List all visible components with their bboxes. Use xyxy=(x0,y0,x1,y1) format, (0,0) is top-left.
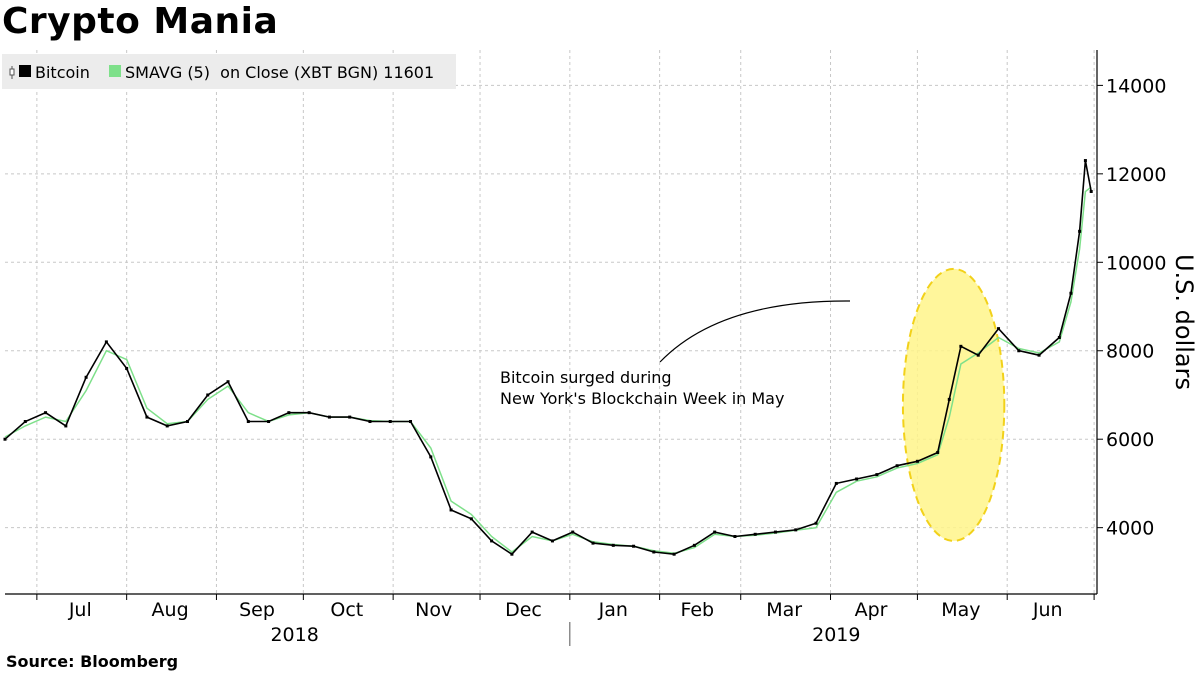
bitcoin-point xyxy=(104,340,108,344)
bitcoin-point xyxy=(287,411,291,415)
bitcoin-point xyxy=(632,544,636,548)
bitcoin-point xyxy=(794,528,798,532)
bitcoin-point xyxy=(591,541,595,545)
bitcoin-point xyxy=(267,420,271,424)
bitcoin-point xyxy=(429,455,433,459)
axes: 4000 6000 8000 10000 12000 14000 Jul Aug Sep Oct N… xyxy=(5,50,1166,646)
bitcoin-point xyxy=(915,459,919,463)
bitcoin-point xyxy=(733,535,737,539)
x-month-label: Mar xyxy=(766,599,802,621)
bitcoin-point xyxy=(449,508,453,512)
bitcoin-point xyxy=(834,481,838,485)
legend: Bitcoin SMAVG (5) on Close (XBT BGN) 116… xyxy=(2,54,456,89)
x-month-label: Feb xyxy=(680,599,714,621)
bitcoin-point xyxy=(855,477,859,481)
bitcoin-point xyxy=(1037,353,1041,357)
bitcoin-point xyxy=(388,420,392,424)
bitcoin-candle-icon xyxy=(9,66,15,79)
bitcoin-point xyxy=(1089,189,1093,193)
y-tick-label: 8000 xyxy=(1106,341,1154,363)
highlight-ellipse xyxy=(901,267,1006,542)
bitcoin-point xyxy=(165,424,169,428)
y-tick-label: 10000 xyxy=(1106,252,1166,274)
bitcoin-point xyxy=(530,530,534,534)
x-month-label: Jan xyxy=(598,599,628,621)
x-month-label: Jun xyxy=(1032,599,1063,621)
bitcoin-point xyxy=(44,411,48,415)
bitcoin-point xyxy=(1083,159,1087,163)
y-tick-label: 12000 xyxy=(1106,164,1166,186)
bitcoin-point xyxy=(692,543,696,547)
bitcoin-point xyxy=(246,420,250,424)
bitcoin-point xyxy=(550,539,554,543)
chart-title: Crypto Mania xyxy=(2,1,279,42)
bitcoin-point xyxy=(773,530,777,534)
bitcoin-point xyxy=(226,380,230,384)
legend-item-bitcoin: Bitcoin xyxy=(35,63,90,82)
bitcoin-point xyxy=(348,415,352,419)
y-tick-label: 14000 xyxy=(1106,75,1166,97)
bitcoin-point xyxy=(368,420,372,424)
bitcoin-price-line xyxy=(4,160,1092,556)
bitcoin-point xyxy=(469,517,473,521)
x-month-label: Nov xyxy=(415,599,452,621)
annotation-line-2: New York's Blockchain Week in May xyxy=(500,389,784,408)
bitcoin-point xyxy=(185,420,189,424)
bitcoin-point xyxy=(23,420,27,424)
bitcoin-point xyxy=(490,539,494,543)
bitcoin-point xyxy=(976,353,980,357)
bitcoin-point xyxy=(307,411,311,415)
bitcoin-point xyxy=(713,530,717,534)
bitcoin-point xyxy=(672,552,676,556)
bitcoin-point xyxy=(611,543,615,547)
bitcoin-point xyxy=(814,521,818,525)
sma-legend-swatch xyxy=(109,65,121,77)
annotation: Bitcoin surged during New York's Blockch… xyxy=(500,300,851,408)
grid-lines xyxy=(5,50,1097,594)
bitcoin-point xyxy=(1057,335,1061,339)
legend-item-sma: SMAVG (5) on Close (XBT BGN) 11601 xyxy=(125,63,434,82)
annotation-line-1: Bitcoin surged during xyxy=(500,368,672,387)
bitcoin-point xyxy=(409,420,413,424)
bitcoin-point xyxy=(64,424,68,428)
bitcoin-point xyxy=(936,450,940,454)
bitcoin-point xyxy=(1069,291,1073,295)
bitcoin-point xyxy=(753,532,757,536)
x-month-label: Oct xyxy=(330,599,363,621)
bitcoin-point xyxy=(571,530,575,534)
bitcoin-point xyxy=(3,437,7,441)
highlight-layer xyxy=(901,267,1006,542)
source-note: Source: Bloomberg xyxy=(6,652,179,671)
bitcoin-legend-swatch xyxy=(19,65,31,77)
bitcoin-point xyxy=(947,397,951,401)
y-tick-label: 4000 xyxy=(1106,518,1154,540)
bitcoin-point xyxy=(997,327,1001,331)
x-month-label: Apr xyxy=(855,599,888,621)
bitcoin-point xyxy=(895,464,899,468)
bitcoin-point xyxy=(84,375,88,379)
x-month-label: Sep xyxy=(239,599,275,621)
bitcoin-point xyxy=(1078,229,1082,233)
annotation-arrow xyxy=(659,300,851,363)
x-month-label: May xyxy=(941,599,980,621)
x-month-label: Jul xyxy=(68,599,92,621)
x-month-label: Aug xyxy=(152,599,189,621)
x-year-label: 2019 xyxy=(812,624,860,646)
bitcoin-point xyxy=(510,552,514,556)
bitcoin-point xyxy=(145,415,149,419)
y-axis-label: U.S. dollars xyxy=(1170,254,1198,390)
bitcoin-point xyxy=(959,344,963,348)
bitcoin-point xyxy=(327,415,331,419)
bitcoin-point xyxy=(652,550,656,554)
x-month-label: Dec xyxy=(505,599,542,621)
legend-background xyxy=(2,54,456,89)
series-layer xyxy=(3,159,1093,556)
bitcoin-point xyxy=(1017,349,1021,353)
y-tick-label: 6000 xyxy=(1106,429,1154,451)
x-year-label: 2018 xyxy=(270,624,318,646)
bitcoin-point xyxy=(125,366,129,370)
bitcoin-point xyxy=(206,393,210,397)
bitcoin-point xyxy=(875,473,879,477)
